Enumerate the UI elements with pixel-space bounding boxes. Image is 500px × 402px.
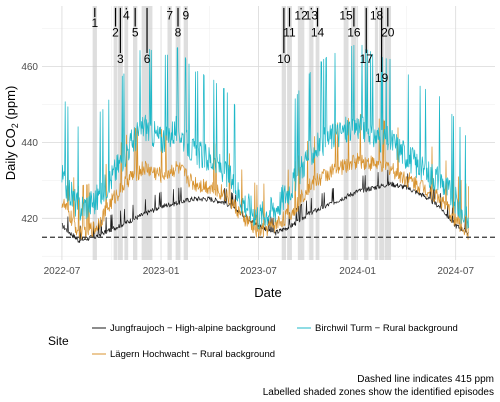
episode-label-20: 20	[381, 26, 395, 40]
legend: Site Jungfraujoch − High-alpine backgrou…	[48, 323, 458, 360]
episode-label-4: 4	[123, 8, 130, 22]
episode-label-1: 1	[91, 16, 98, 30]
episode-zone-1	[92, 6, 97, 260]
episode-zone-17	[364, 6, 369, 260]
episode-label-2: 2	[112, 26, 119, 40]
episode-label-17: 17	[360, 52, 374, 66]
episode-label-18: 18	[370, 8, 384, 22]
x-tick-label: 2024-07	[437, 266, 474, 277]
episode-zone-19	[379, 6, 385, 260]
episode-label-6: 6	[144, 52, 151, 66]
episode-label-16: 16	[347, 26, 361, 40]
episode-label-7: 7	[166, 8, 173, 22]
y-axis-title: Daily CO2 (ppm)	[3, 86, 20, 181]
y-tick-label: 440	[21, 138, 38, 149]
episode-label-3: 3	[117, 52, 124, 66]
legend-title: Site	[48, 334, 69, 348]
caption-line-1: Dashed line indicates 415 ppm	[357, 374, 494, 385]
x-tick-label: 2023-01	[143, 266, 180, 277]
episode-label-8: 8	[175, 26, 182, 40]
episode-zone-8	[175, 6, 181, 260]
episode-label-11: 11	[283, 26, 296, 40]
x-tick-label: 2024-01	[339, 266, 376, 277]
series-lines	[61, 44, 469, 244]
episode-zone-9	[183, 6, 188, 260]
episode-label-15: 15	[339, 8, 353, 22]
legend-label-jungfraujoch: Jungfraujoch − High-alpine background	[110, 323, 276, 334]
legend-label-lagern: Lägern Hochwacht − Rural background	[110, 349, 275, 360]
episode-zone-18	[374, 6, 379, 260]
episode-zone-16	[351, 6, 357, 260]
series-line-2	[61, 44, 469, 230]
y-axis-title-sub: 2	[10, 123, 20, 128]
y-axis-title-main: Daily CO	[3, 128, 18, 180]
x-tick-label: 2022-07	[44, 266, 81, 277]
x-axis-title: Date	[254, 285, 281, 300]
y-tick-label: 420	[21, 214, 38, 225]
episode-zone-13	[309, 6, 314, 260]
episode-zone-11	[287, 6, 292, 260]
episode-label-13: 13	[305, 8, 319, 22]
caption-line-2: Labelled shaded zones show the identifie…	[263, 387, 494, 398]
legend-label-birchwil: Birchwil Turm − Rural background	[315, 323, 458, 334]
y-tick-label: 460	[21, 62, 38, 73]
episode-zone-2	[113, 6, 118, 260]
episode-zone-3	[117, 6, 123, 260]
episode-label-14: 14	[311, 26, 325, 40]
episode-label-12: 12	[294, 8, 308, 22]
episode-label-19: 19	[375, 71, 389, 85]
x-tick-labels: 2022-07 2023-01 2023-07 2024-01 2024-07	[44, 266, 475, 277]
episode-label-10: 10	[277, 52, 291, 66]
y-tick-labels: 420 440 460	[21, 62, 38, 225]
series-line-0	[61, 169, 469, 244]
episode-label-9: 9	[182, 8, 189, 22]
episode-zone-10	[281, 6, 287, 260]
episode-label-5: 5	[132, 26, 139, 40]
y-axis-title-unit: (ppm)	[3, 86, 18, 124]
episode-zone-4	[124, 6, 129, 260]
x-tick-label: 2023-07	[240, 266, 277, 277]
episode-zone-12	[297, 6, 305, 260]
